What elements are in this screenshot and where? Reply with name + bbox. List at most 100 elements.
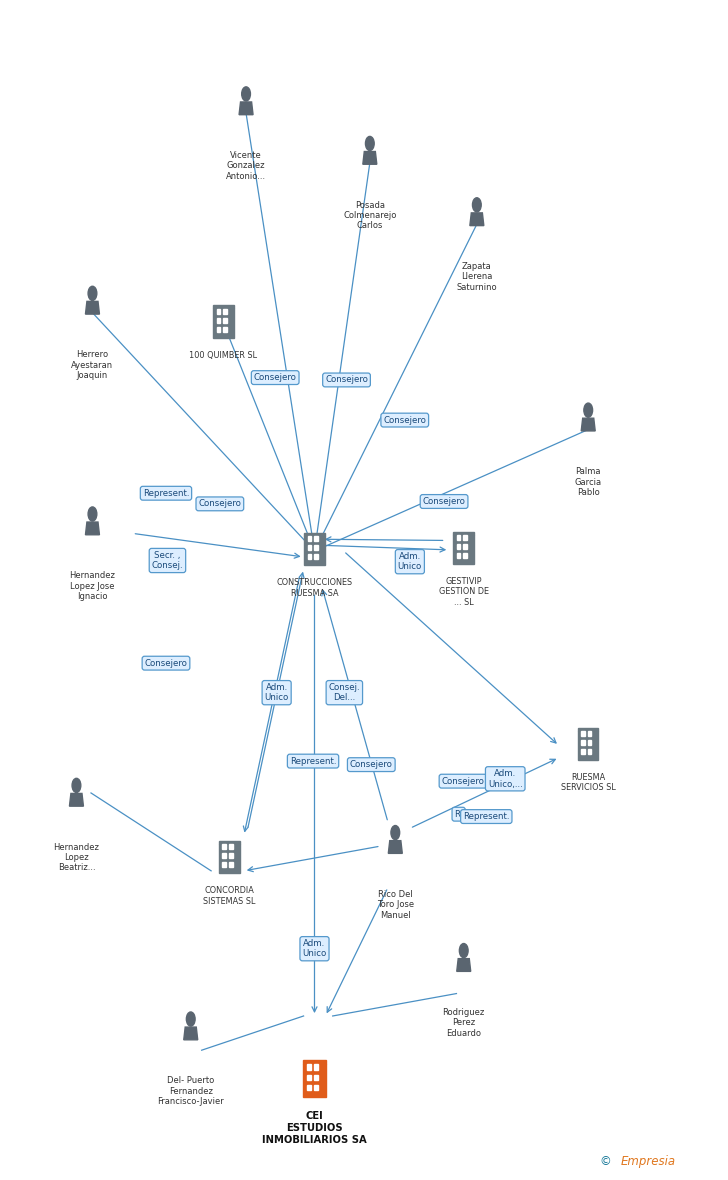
Circle shape bbox=[472, 198, 481, 212]
Bar bbox=[304, 536, 325, 565]
Text: Hernandez
Lopez Jose
Ignacio: Hernandez Lopez Jose Ignacio bbox=[69, 571, 116, 601]
Text: Herrero
Ayestaran
Joaquin: Herrero Ayestaran Joaquin bbox=[71, 350, 114, 380]
Circle shape bbox=[88, 287, 97, 301]
Bar bbox=[222, 853, 226, 858]
Bar bbox=[581, 740, 585, 745]
Bar bbox=[307, 555, 311, 559]
Text: Secr. ,
Consej.: Secr. , Consej. bbox=[151, 551, 183, 570]
Bar bbox=[303, 1061, 326, 1064]
Text: ©: © bbox=[600, 1155, 612, 1168]
Text: Del- Puerto
Fernandez
Francisco-Javier: Del- Puerto Fernandez Francisco-Javier bbox=[157, 1076, 224, 1106]
Bar bbox=[587, 749, 591, 754]
Text: Zapata
Llerena
Saturnino: Zapata Llerena Saturnino bbox=[456, 262, 497, 291]
Text: CONCORDIA
SISTEMAS SL: CONCORDIA SISTEMAS SL bbox=[203, 886, 256, 905]
Bar bbox=[314, 545, 317, 550]
Bar bbox=[219, 841, 240, 844]
Bar bbox=[456, 553, 460, 558]
Polygon shape bbox=[456, 958, 471, 971]
Polygon shape bbox=[388, 840, 403, 853]
Bar bbox=[229, 853, 232, 858]
Bar bbox=[314, 555, 317, 559]
Bar bbox=[456, 544, 460, 549]
Bar bbox=[314, 537, 317, 542]
Circle shape bbox=[88, 507, 97, 522]
Text: Represent.: Represent. bbox=[143, 489, 189, 498]
Text: 100 QUIMBER SL: 100 QUIMBER SL bbox=[189, 350, 258, 360]
Text: Palma
Garcia
Pablo: Palma Garcia Pablo bbox=[574, 467, 602, 497]
Circle shape bbox=[186, 1012, 195, 1027]
Bar bbox=[223, 317, 226, 322]
Text: RUESMA
SERVICIOS SL: RUESMA SERVICIOS SL bbox=[561, 773, 616, 792]
Text: Vicente
Gonzalez
Antonio...: Vicente Gonzalez Antonio... bbox=[226, 151, 266, 181]
Text: Hernandez
Lopez
Beatriz...: Hernandez Lopez Beatriz... bbox=[53, 843, 100, 872]
Bar bbox=[314, 1084, 318, 1090]
Bar bbox=[223, 309, 226, 314]
Text: Consejero: Consejero bbox=[199, 499, 241, 509]
Text: Rodriguez
Perez
Eduardo: Rodriguez Perez Eduardo bbox=[443, 1008, 485, 1037]
Bar bbox=[587, 740, 591, 745]
Text: Consejero: Consejero bbox=[350, 760, 392, 769]
Bar bbox=[216, 317, 220, 322]
Text: GESTIVIP
GESTION DE
... SL: GESTIVIP GESTION DE ... SL bbox=[439, 577, 488, 607]
Bar bbox=[587, 732, 591, 736]
Bar bbox=[213, 308, 234, 337]
Bar bbox=[222, 863, 226, 867]
Polygon shape bbox=[69, 793, 84, 806]
Bar bbox=[578, 728, 598, 730]
Bar bbox=[223, 327, 226, 332]
Text: CONSTRUCCIONES
RUESMA SA: CONSTRUCCIONES RUESMA SA bbox=[277, 578, 352, 597]
Bar bbox=[463, 553, 467, 558]
Bar bbox=[454, 532, 474, 535]
Text: Consejero: Consejero bbox=[442, 776, 484, 786]
Text: Empresia: Empresia bbox=[621, 1155, 676, 1168]
Text: Represent.: Represent. bbox=[290, 756, 336, 766]
Polygon shape bbox=[85, 522, 100, 535]
Polygon shape bbox=[183, 1027, 198, 1040]
Text: Adm.
Unico: Adm. Unico bbox=[397, 552, 422, 571]
Bar bbox=[463, 544, 467, 549]
Polygon shape bbox=[470, 212, 484, 225]
Circle shape bbox=[459, 944, 468, 958]
Bar bbox=[463, 536, 467, 540]
Text: Adm.
Unico,...: Adm. Unico,... bbox=[488, 769, 523, 788]
Polygon shape bbox=[363, 151, 377, 164]
Bar bbox=[229, 845, 232, 850]
Text: Adm.
Unico: Adm. Unico bbox=[302, 939, 327, 958]
Text: Consejero: Consejero bbox=[254, 373, 296, 382]
Bar bbox=[307, 545, 311, 550]
Circle shape bbox=[72, 779, 81, 793]
Text: Consejero: Consejero bbox=[145, 658, 187, 668]
Text: CEI
ESTUDIOS
INMOBILIARIOS SA: CEI ESTUDIOS INMOBILIARIOS SA bbox=[262, 1112, 367, 1145]
Bar bbox=[314, 1064, 318, 1070]
Bar bbox=[581, 749, 585, 754]
Polygon shape bbox=[239, 101, 253, 114]
Text: Consej.
Del...: Consej. Del... bbox=[328, 683, 360, 702]
Bar bbox=[216, 309, 220, 314]
Bar bbox=[304, 533, 325, 536]
Text: Consejero: Consejero bbox=[384, 415, 426, 425]
Bar bbox=[578, 730, 598, 760]
Circle shape bbox=[242, 87, 250, 101]
Bar bbox=[306, 1084, 311, 1090]
Text: Consejero: Consejero bbox=[325, 375, 368, 385]
Text: Consejero: Consejero bbox=[423, 497, 465, 506]
Circle shape bbox=[584, 404, 593, 418]
Polygon shape bbox=[85, 301, 100, 314]
Bar bbox=[581, 732, 585, 736]
Bar bbox=[454, 535, 474, 564]
Circle shape bbox=[365, 137, 374, 151]
Text: Rico Del
Toro Jose
Manuel: Rico Del Toro Jose Manuel bbox=[377, 890, 414, 919]
Bar bbox=[307, 537, 311, 542]
Bar bbox=[303, 1064, 326, 1097]
Bar bbox=[222, 845, 226, 850]
Text: Posada
Colmenarejo
Carlos: Posada Colmenarejo Carlos bbox=[343, 201, 397, 230]
Text: Represent.: Represent. bbox=[463, 812, 510, 821]
Bar bbox=[314, 1075, 318, 1080]
Circle shape bbox=[391, 826, 400, 840]
Text: R.: R. bbox=[454, 809, 463, 819]
Bar bbox=[306, 1075, 311, 1080]
Bar bbox=[216, 327, 220, 332]
Bar bbox=[229, 863, 232, 867]
Text: Adm.
Unico: Adm. Unico bbox=[264, 683, 289, 702]
Polygon shape bbox=[581, 418, 596, 431]
